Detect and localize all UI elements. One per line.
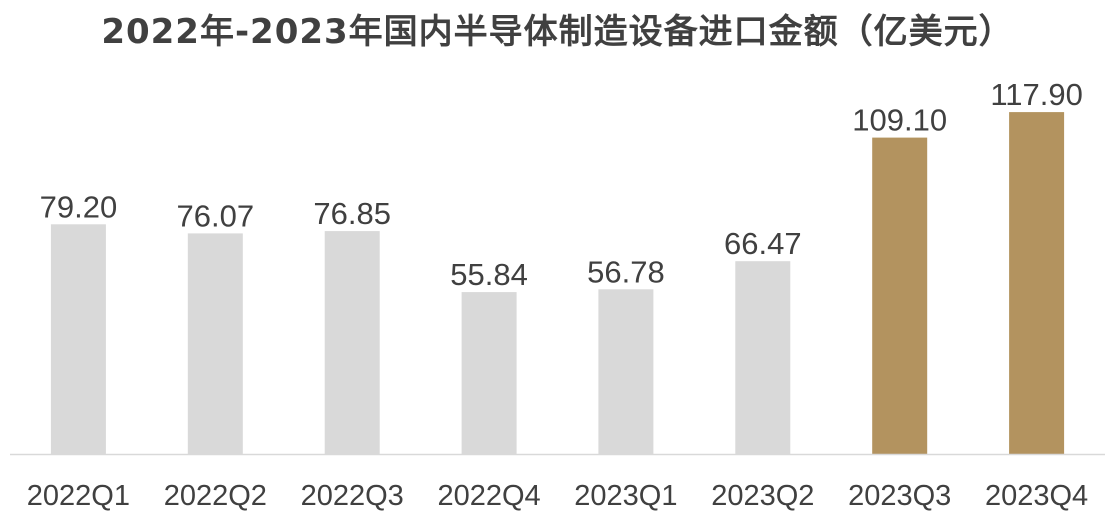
value-label-2022Q3: 76.85: [313, 196, 391, 231]
value-label-2022Q4: 55.84: [450, 257, 528, 292]
bar-2022Q3: [324, 231, 380, 454]
x-tick-label-2023Q3: 2023Q3: [848, 480, 951, 512]
bar-2022Q1: [50, 224, 106, 454]
bar-2023Q2: [735, 261, 791, 454]
value-label-2023Q4: 117.90: [990, 77, 1083, 112]
value-label-2023Q1: 56.78: [587, 254, 665, 289]
x-tick-label-2022Q2: 2022Q2: [164, 480, 267, 512]
x-tick-label-2022Q4: 2022Q4: [437, 480, 540, 512]
value-label-2022Q1: 79.20: [40, 189, 118, 224]
x-tick-label-2022Q3: 2022Q3: [301, 480, 404, 512]
bar-2023Q4: [1009, 112, 1065, 454]
chart-title: 2022年-2023年国内半导体制造设备进口金额（亿美元）: [101, 12, 1014, 52]
value-label-2022Q2: 76.07: [177, 198, 255, 233]
bar-2023Q1: [598, 289, 654, 454]
value-labels-group: 79.20 76.07 76.85 55.84 56.78 66.47 109.10 117.…: [40, 77, 1083, 292]
bar-2022Q4: [461, 292, 517, 454]
x-tick-label-2023Q4: 2023Q4: [985, 480, 1088, 512]
value-label-2023Q3: 109.10: [852, 103, 947, 138]
bar-2022Q2: [187, 233, 243, 454]
value-label-2023Q2: 66.47: [724, 226, 802, 261]
x-tick-label-2023Q2: 2023Q2: [711, 480, 814, 512]
x-tick-label-2022Q1: 2022Q1: [27, 480, 130, 512]
x-tick-labels-group: 2022Q1 2022Q2 2022Q3 2022Q4 2023Q1 2023Q2 2023…: [27, 480, 1088, 512]
bar-2023Q3: [872, 137, 928, 454]
x-tick-label-2023Q1: 2023Q1: [574, 480, 677, 512]
bars-group: [50, 112, 1065, 454]
